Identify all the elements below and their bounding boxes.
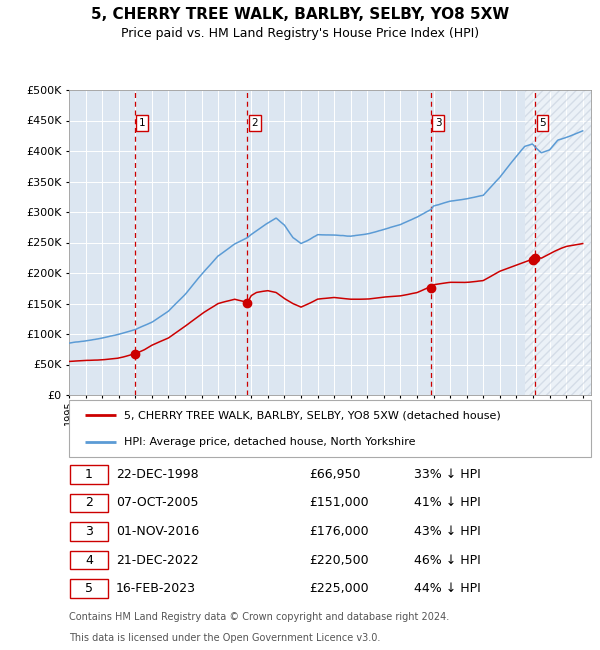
Text: £151,000: £151,000 — [309, 497, 369, 510]
Text: £176,000: £176,000 — [309, 525, 369, 538]
Text: 16-FEB-2023: 16-FEB-2023 — [116, 582, 196, 595]
Text: 22-DEC-1998: 22-DEC-1998 — [116, 468, 199, 481]
Text: £225,000: £225,000 — [309, 582, 369, 595]
Text: 44% ↓ HPI: 44% ↓ HPI — [413, 582, 480, 595]
Text: This data is licensed under the Open Government Licence v3.0.: This data is licensed under the Open Gov… — [69, 633, 380, 644]
Text: 41% ↓ HPI: 41% ↓ HPI — [413, 497, 480, 510]
Text: 2: 2 — [251, 118, 258, 128]
Text: 5, CHERRY TREE WALK, BARLBY, SELBY, YO8 5XW: 5, CHERRY TREE WALK, BARLBY, SELBY, YO8 … — [91, 7, 509, 22]
FancyBboxPatch shape — [70, 465, 107, 484]
Text: 5: 5 — [539, 118, 546, 128]
Text: 5, CHERRY TREE WALK, BARLBY, SELBY, YO8 5XW (detached house): 5, CHERRY TREE WALK, BARLBY, SELBY, YO8 … — [124, 410, 500, 421]
Text: 46% ↓ HPI: 46% ↓ HPI — [413, 554, 480, 567]
FancyBboxPatch shape — [70, 493, 107, 512]
Text: 33% ↓ HPI: 33% ↓ HPI — [413, 468, 480, 481]
FancyBboxPatch shape — [69, 400, 591, 457]
Text: 1: 1 — [85, 468, 93, 481]
Text: 01-NOV-2016: 01-NOV-2016 — [116, 525, 199, 538]
FancyBboxPatch shape — [70, 579, 107, 598]
Text: 1: 1 — [139, 118, 146, 128]
Text: £66,950: £66,950 — [309, 468, 361, 481]
Text: Price paid vs. HM Land Registry's House Price Index (HPI): Price paid vs. HM Land Registry's House … — [121, 27, 479, 40]
Text: £220,500: £220,500 — [309, 554, 369, 567]
Text: 4: 4 — [85, 554, 93, 567]
Text: 21-DEC-2022: 21-DEC-2022 — [116, 554, 199, 567]
FancyBboxPatch shape — [70, 522, 107, 541]
Text: 2: 2 — [85, 497, 93, 510]
Text: 43% ↓ HPI: 43% ↓ HPI — [413, 525, 480, 538]
Text: HPI: Average price, detached house, North Yorkshire: HPI: Average price, detached house, Nort… — [124, 437, 415, 447]
Text: Contains HM Land Registry data © Crown copyright and database right 2024.: Contains HM Land Registry data © Crown c… — [69, 612, 449, 622]
Text: 3: 3 — [435, 118, 442, 128]
FancyBboxPatch shape — [70, 551, 107, 569]
Text: 5: 5 — [85, 582, 93, 595]
Text: 07-OCT-2005: 07-OCT-2005 — [116, 497, 199, 510]
Text: 3: 3 — [85, 525, 93, 538]
